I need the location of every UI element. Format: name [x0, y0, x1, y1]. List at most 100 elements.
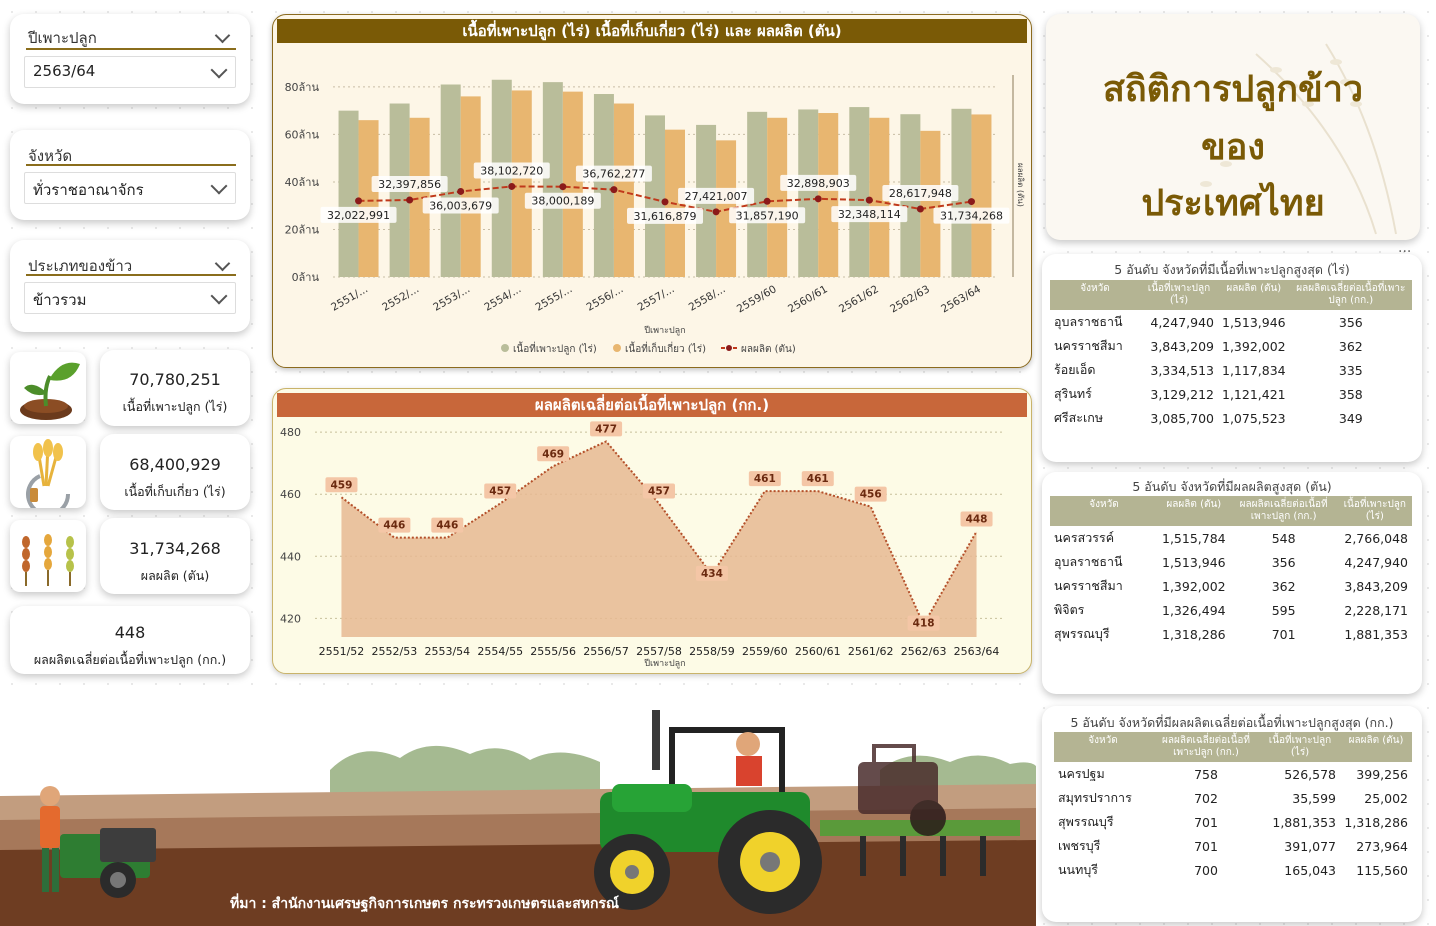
province-dropdown[interactable]: ทั่วราชอาณาจักร [24, 172, 236, 204]
production-data-label: 28,617,948 [889, 187, 952, 200]
yield-data-label: 469 [542, 448, 564, 460]
bar-planted [951, 108, 972, 277]
table-cell: 701 [1194, 814, 1218, 830]
col-header[interactable]: ผลผลิตเฉลี่ยต่อเนื้อที่เพาะปลูก (กก.) [1152, 732, 1260, 762]
rice-type-slicer[interactable]: ประเภทของข้าว ข้าวรวม [10, 240, 250, 332]
rice-type-dropdown[interactable]: ข้าวรวม [24, 282, 236, 314]
y-tick-label: 40ล้าน [285, 176, 320, 189]
table-cell: 1,318,286 [1344, 814, 1408, 830]
table-cell: 362 [1338, 338, 1363, 354]
col-header[interactable]: เนื้อที่เพาะปลูก (ไร่) [1337, 496, 1412, 526]
table-cell: นนทบุรี [1058, 862, 1098, 877]
season-dropdown[interactable]: 2563/64 [24, 56, 236, 88]
kpi-yield-card: 448 ผลผลิตเฉลี่ยต่อเนื้อที่เพาะปลูก (กก.… [10, 606, 250, 674]
table-cell: 1,326,494 [1162, 602, 1226, 618]
bar-planted [542, 82, 563, 277]
table-row[interactable]: อุบลราชธานี 4,247,940 1,513,946 356 [1050, 310, 1412, 334]
col-header[interactable]: ผลผลิต (ตัน) [1218, 280, 1290, 310]
season-slicer[interactable]: ปีเพาะปลูก 2563/64 [10, 14, 250, 104]
col-header[interactable]: เนื้อที่เพาะปลูก (ไร่) [1260, 732, 1340, 762]
x-tick-label: 2551/52 [319, 645, 365, 658]
table-row[interactable]: นครปฐม 758 526,578 399,256 [1054, 762, 1412, 786]
x-axis-title: ปีเพาะปลูก [644, 325, 685, 336]
province-slicer-label: จังหวัด [28, 147, 73, 165]
yield-data-label: 418 [913, 618, 935, 630]
top-area-table: จังหวัด เนื้อที่เพาะปลูก (ไร่) ผลผลิต (ต… [1050, 280, 1412, 430]
yield-data-label: 448 [966, 513, 988, 525]
table-row[interactable]: สุรินทร์ 3,129,212 1,121,421 358 [1050, 382, 1412, 406]
bar-harvested [460, 96, 481, 277]
rice-type-slicer-label: ประเภทของข้าว [28, 257, 133, 275]
table-cell: 3,334,513 [1150, 362, 1214, 378]
legend-swatch [726, 345, 732, 351]
yield-label-bg [537, 446, 570, 462]
col-header[interactable]: จังหวัด [1050, 280, 1140, 310]
seedling-icon [10, 352, 86, 424]
more-options-button[interactable]: ... [1398, 240, 1412, 256]
table-cell: พิจิตร [1054, 602, 1085, 617]
table-row[interactable]: ร้อยเอ็ด 3,334,513 1,117,834 335 [1050, 358, 1412, 382]
table-cell: 2,766,048 [1344, 530, 1408, 546]
table-cell: 3,843,209 [1344, 578, 1408, 594]
yield-data-label: 461 [807, 473, 829, 485]
production-point [508, 182, 516, 190]
col-header[interactable]: เนื้อที่เพาะปลูก (ไร่) [1140, 280, 1218, 310]
col-header[interactable]: ผลผลิต (ตัน) [1158, 496, 1230, 526]
col-header[interactable]: ผลผลิต (ตัน) [1340, 732, 1412, 762]
production-data-label: 31,857,190 [736, 209, 799, 222]
bar-planted [338, 110, 359, 277]
x-tick-label: 2552/53 [372, 645, 418, 658]
production-point [457, 187, 465, 195]
table-cell: 1,121,421 [1222, 386, 1286, 402]
table-cell: 362 [1271, 578, 1296, 594]
table-row[interactable]: ศรีสะเกษ 3,085,700 1,075,523 349 [1050, 406, 1412, 430]
col-header[interactable]: จังหวัด [1050, 496, 1158, 526]
x-tick-label: 2551/... [329, 283, 370, 314]
col-header[interactable]: ผลผลิตเฉลี่ยต่อเนื้อที่เพาะปลูก (กก.) [1229, 496, 1338, 526]
yield-data-label: 477 [595, 423, 617, 435]
y-tick-label: 80ล้าน [285, 81, 320, 94]
chevron-down-icon[interactable] [214, 255, 231, 272]
table-row[interactable]: สุพรรณบุรี 701 1,881,353 1,318,286 [1054, 810, 1412, 834]
yield-label-bg [907, 615, 940, 631]
table-cell: 1,117,834 [1222, 362, 1286, 378]
province-slicer[interactable]: จังหวัด ทั่วราชอาณาจักร [10, 130, 250, 220]
col-header[interactable]: จังหวัด [1054, 732, 1152, 762]
farm-tractor-illustration [0, 700, 1036, 926]
table-cell: 356 [1338, 314, 1363, 330]
x-tick-label: 2553/... [431, 283, 472, 314]
table-row[interactable]: อุบลราชธานี 1,513,946 356 4,247,940 [1050, 550, 1412, 574]
x-tick-label: 2556/... [585, 283, 626, 314]
col-header[interactable]: ผลผลิตเฉลี่ยต่อเนื้อที่เพาะปลูก (กก.) [1289, 280, 1412, 310]
x-tick-label: 2556/57 [583, 645, 629, 658]
production-point [865, 196, 873, 204]
table-row[interactable]: พิจิตร 1,326,494 595 2,228,171 [1050, 598, 1412, 622]
season-dropdown-value: 2563/64 [33, 62, 96, 80]
production-data-label: 32,348,114 [838, 208, 901, 221]
sickle-wheat-icon [10, 436, 86, 508]
table-row[interactable]: นครราชสีมา 1,392,002 362 3,843,209 [1050, 574, 1412, 598]
production-point [406, 196, 414, 204]
table-row[interactable]: นครสวรรค์ 1,515,784 548 2,766,048 [1050, 526, 1412, 550]
table-row[interactable]: นครราชสีมา 3,843,209 1,392,002 362 [1050, 334, 1412, 358]
bar-harvested [613, 103, 634, 278]
table-row[interactable]: สมุทรปราการ 702 35,599 25,002 [1054, 786, 1412, 810]
production-data-label: 31,616,879 [634, 210, 697, 223]
chevron-down-icon[interactable] [214, 27, 231, 44]
y-tick-label: 440 [280, 550, 301, 563]
table-row[interactable]: เพชรบุรี 701 391,077 273,964 [1054, 834, 1412, 858]
table-cell: 349 [1338, 410, 1363, 426]
x-tick-label: 2558/59 [689, 645, 735, 658]
production-data-label: 27,421,007 [685, 190, 748, 203]
bar-harvested [767, 117, 788, 277]
table-row[interactable]: นนทบุรี 700 165,043 115,560 [1054, 858, 1412, 882]
bar-planted [645, 115, 665, 278]
x-tick-label: 2557/... [636, 283, 677, 314]
production-label-bg [473, 162, 550, 179]
table-row[interactable]: สุพรรณบุรี 1,318,286 701 1,881,353 [1050, 622, 1412, 646]
table-cell: 548 [1271, 530, 1296, 546]
table-cell: อุบลราชธานี [1054, 314, 1123, 329]
table-cell: 1,392,002 [1222, 338, 1286, 354]
x-axis-title: ปีเพาะปลูก [644, 658, 685, 669]
legend-label: เนื้อที่เก็บเกี่ยว (ไร่) [625, 341, 706, 355]
